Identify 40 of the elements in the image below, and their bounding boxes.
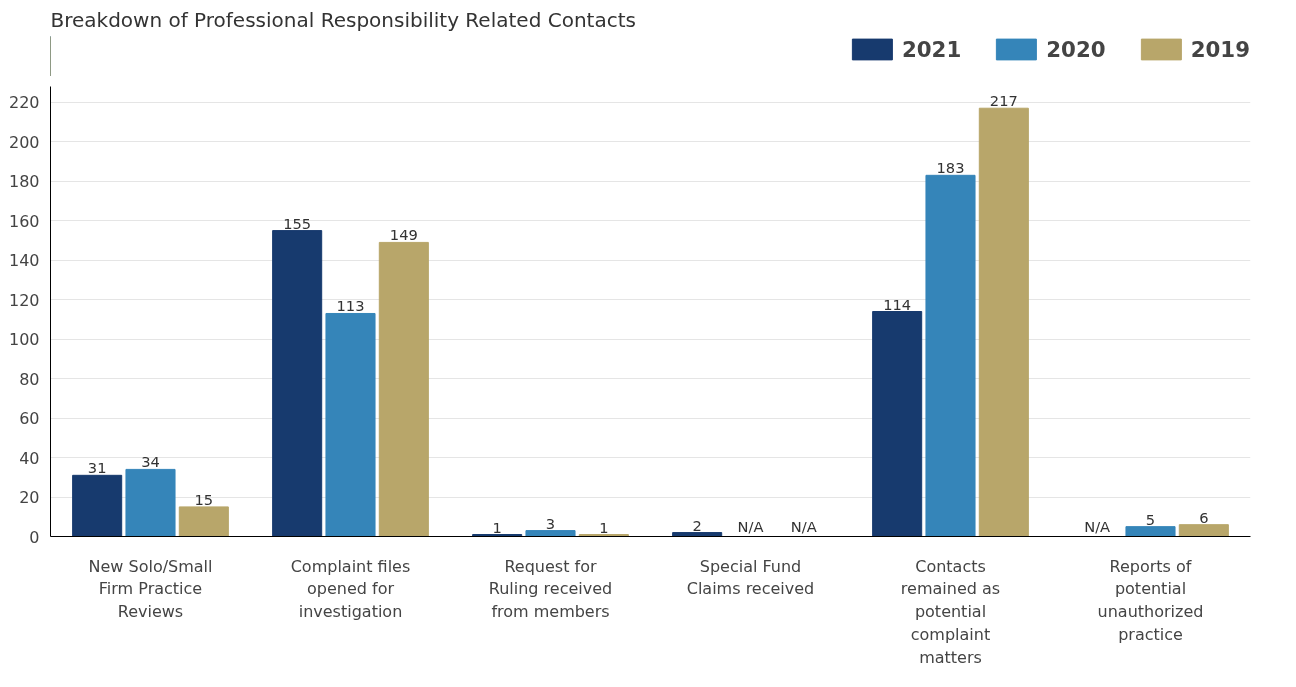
data-label: 1	[599, 518, 609, 536]
data-label: 2	[692, 516, 702, 534]
data-label: 1	[492, 518, 502, 536]
data-label: 149	[389, 226, 418, 244]
y-tick-label: 220	[8, 93, 40, 113]
y-tick-label: 180	[8, 172, 40, 192]
x-tick-label: Request for Ruling received from members	[488, 556, 613, 622]
data-label: 217	[989, 92, 1018, 110]
data-label: 31	[87, 459, 107, 477]
x-tick-label: Reports of potential unauthorized practice	[1097, 556, 1204, 644]
data-label: 183	[936, 159, 965, 177]
y-tick-label: 200	[8, 132, 40, 152]
legend-label: 2021	[901, 36, 962, 62]
y-tick-label: 140	[8, 251, 40, 271]
y-tick-label: 40	[19, 448, 40, 468]
data-label: 34	[141, 453, 160, 471]
text: N/A	[790, 517, 817, 535]
text: N/A	[1084, 517, 1111, 535]
x-tick-label: Complaint files opened for investigation	[290, 556, 411, 622]
y-tick-label: 160	[8, 211, 40, 231]
data-label: 114	[883, 295, 912, 313]
data-label: 113	[336, 297, 365, 315]
y-tick-label: 20	[19, 488, 40, 508]
x-tick-label: Special Fund Claims received	[686, 556, 815, 599]
y-tick-label: 0	[29, 527, 40, 547]
x-tick-label: New Solo/Small Firm Practice Reviews	[88, 556, 213, 622]
text: N/A	[737, 517, 764, 535]
chart-title: Breakdown of Professional Responsibility Related Contacts	[50, 7, 636, 32]
y-tick-label: 80	[19, 369, 40, 389]
y-tick-label: 60	[19, 409, 40, 429]
legend-label: 2019	[1190, 36, 1250, 62]
data-label: 15	[194, 490, 214, 508]
legend-label: 2020	[1046, 36, 1106, 62]
data-label: 3	[545, 514, 556, 532]
data-label: 155	[283, 214, 312, 232]
x-tick-label: Contacts remained as potential complaint matters	[900, 556, 1001, 667]
y-tick-label: 100	[8, 330, 40, 350]
y-tick-label: 120	[8, 290, 40, 310]
data-label: 5	[1145, 510, 1156, 528]
data-label: 6	[1199, 508, 1209, 526]
